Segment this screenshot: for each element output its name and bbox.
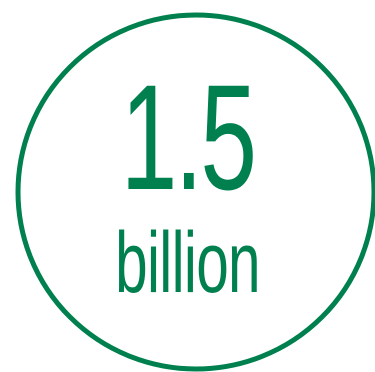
stat-unit: billion bbox=[115, 215, 260, 311]
stat-value: 1.5 bbox=[120, 53, 257, 221]
